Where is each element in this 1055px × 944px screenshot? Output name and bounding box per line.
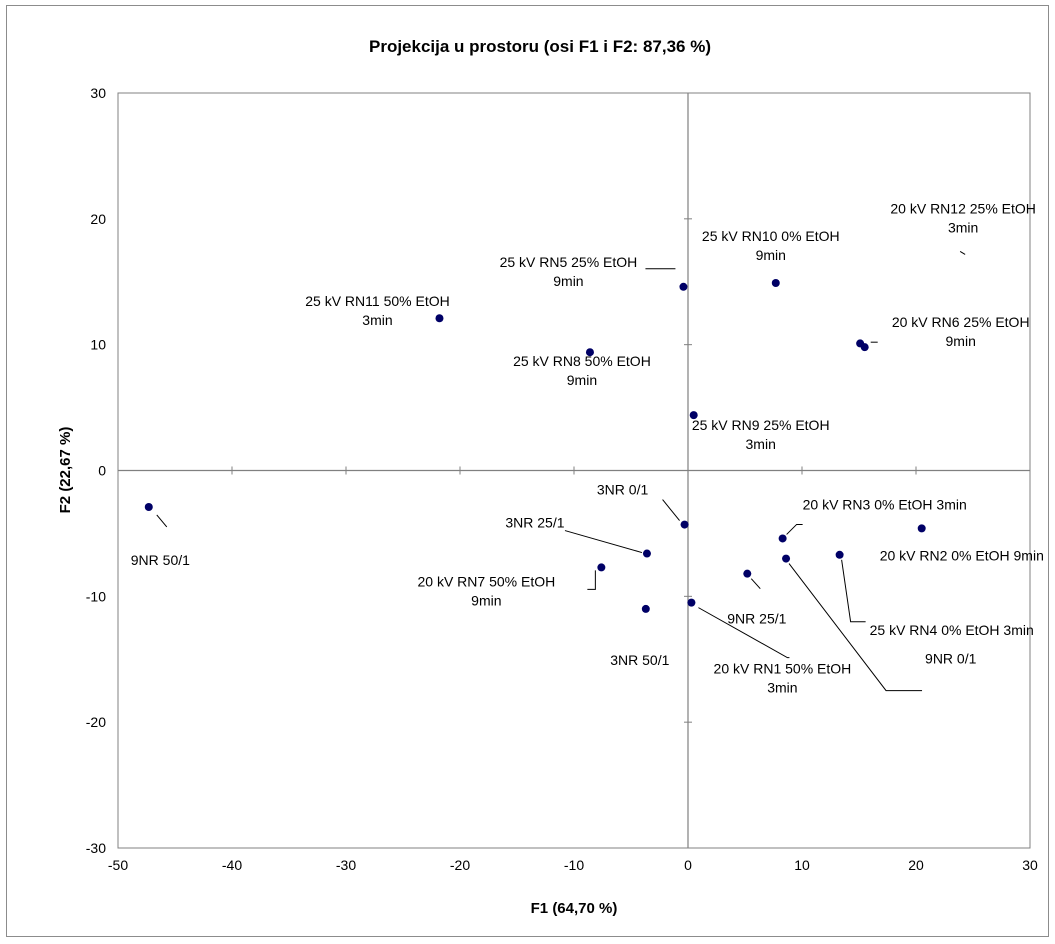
point-label: 25 kV RN8 50% EtOH 9min bbox=[513, 353, 651, 388]
chart-title: Projekcija u prostoru (osi F1 i F2: 87,3… bbox=[369, 37, 711, 56]
data-point bbox=[771, 279, 780, 288]
point-label: 3NR 25/1 bbox=[505, 515, 564, 531]
y-tick-label: 20 bbox=[90, 211, 106, 227]
x-axis-label: F1 (64,70 %) bbox=[531, 900, 618, 917]
leader-line bbox=[662, 499, 680, 521]
y-axis-label: F2 (22,67 %) bbox=[57, 427, 74, 514]
point-label: 20 kV RN1 50% EtOH 3min bbox=[714, 661, 852, 696]
point-label: 20 kV RN3 0% EtOH 3min bbox=[803, 496, 967, 512]
data-point bbox=[597, 563, 606, 572]
data-point bbox=[680, 520, 689, 529]
data-point bbox=[435, 314, 444, 323]
leader-line bbox=[788, 563, 923, 692]
point-label: 25 kV RN10 0% EtOH 9min bbox=[702, 228, 840, 263]
leader-line bbox=[156, 514, 168, 528]
x-tick-label: 30 bbox=[1022, 857, 1038, 873]
x-tick-label: -40 bbox=[222, 857, 242, 873]
x-tick-label: 0 bbox=[684, 857, 692, 873]
leader-line bbox=[959, 250, 966, 255]
data-point bbox=[835, 550, 844, 559]
data-point bbox=[641, 604, 650, 613]
data-point bbox=[689, 411, 698, 420]
data-point bbox=[642, 549, 651, 558]
leader-line bbox=[564, 530, 643, 554]
point-label: 25 kV RN9 25% EtOH 3min bbox=[692, 417, 830, 452]
y-tick-label: -30 bbox=[86, 840, 106, 856]
point-label: 3NR 50/1 bbox=[610, 652, 669, 668]
point-label: 9NR 0/1 bbox=[925, 651, 977, 667]
y-tick-label: 10 bbox=[90, 337, 106, 353]
data-point bbox=[778, 534, 787, 543]
point-label: 3NR 0/1 bbox=[597, 482, 649, 498]
y-tick-label: 0 bbox=[98, 463, 106, 479]
data-point bbox=[782, 554, 791, 563]
y-tick-label: 30 bbox=[90, 85, 106, 101]
point-label: 9NR 25/1 bbox=[727, 611, 786, 627]
x-tick-label: -30 bbox=[336, 857, 356, 873]
leader-line bbox=[698, 607, 790, 659]
point-label: 20 kV RN2 0% EtOH 9min bbox=[880, 547, 1044, 563]
point-label: 25 kV RN4 0% EtOH 3min bbox=[870, 622, 1034, 638]
data-point bbox=[860, 343, 869, 352]
point-label: 20 kV RN6 25% EtOH 9min bbox=[892, 314, 1030, 349]
y-tick-label: -10 bbox=[86, 588, 106, 604]
data-point bbox=[679, 282, 688, 291]
data-point bbox=[687, 598, 696, 607]
point-label: 20 kV RN12 25% EtOH 3min bbox=[890, 200, 1036, 235]
x-tick-label: -10 bbox=[564, 857, 584, 873]
x-tick-label: -50 bbox=[108, 857, 128, 873]
y-tick-label: -20 bbox=[86, 714, 106, 730]
leader-line bbox=[786, 523, 803, 535]
x-tick-label: -20 bbox=[450, 857, 470, 873]
point-label: 9NR 50/1 bbox=[131, 552, 190, 568]
leader-line bbox=[750, 578, 761, 590]
data-point bbox=[144, 502, 153, 511]
point-label: 20 kV RN7 50% EtOH 9min bbox=[417, 573, 555, 608]
point-label: 25 kV RN11 50% EtOH 3min bbox=[305, 293, 449, 328]
data-point bbox=[743, 569, 752, 578]
x-tick-label: 10 bbox=[794, 857, 810, 873]
leader-line bbox=[841, 559, 866, 623]
leader-line bbox=[587, 570, 596, 590]
data-point bbox=[917, 524, 926, 533]
data-point bbox=[585, 348, 594, 357]
point-label: 25 kV RN5 25% EtOH 9min bbox=[500, 254, 638, 289]
x-tick-label: 20 bbox=[908, 857, 924, 873]
